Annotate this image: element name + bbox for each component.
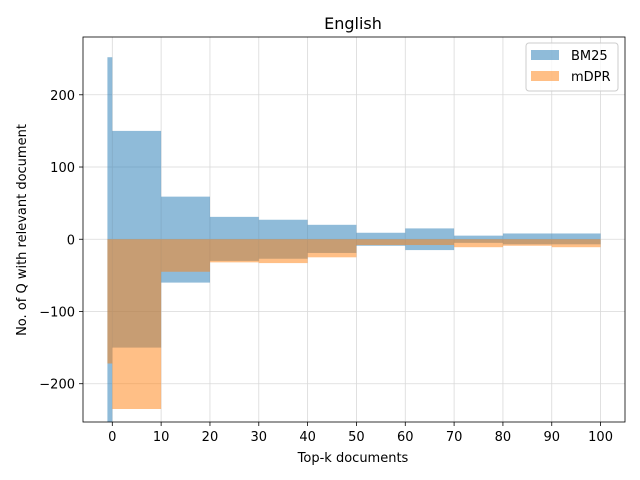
chart-title: English — [324, 14, 382, 33]
x-tick-label: 70 — [446, 430, 463, 445]
bar-bm25 — [454, 235, 503, 240]
x-tick-label: 50 — [348, 430, 365, 445]
y-tick-label: −200 — [39, 378, 75, 393]
bar-mdpr — [258, 239, 308, 264]
axes — [82, 36, 626, 423]
bar-bm25 — [405, 228, 455, 240]
bar-mdpr — [209, 239, 259, 263]
x-tick-label: 0 — [108, 430, 116, 445]
bar-bm25 — [551, 233, 601, 240]
y-tick-label: −100 — [39, 305, 75, 320]
y-tick-label: 0 — [67, 233, 75, 248]
bar-mdpr — [107, 239, 113, 364]
y-tick-label: 200 — [50, 89, 75, 104]
legend-label-mdpr: mDPR — [571, 70, 611, 85]
x-axis-label: Top-k documents — [297, 451, 409, 466]
plot-frame — [82, 36, 626, 423]
x-tick-label: 10 — [153, 430, 170, 445]
bar-bm25 — [502, 233, 552, 240]
bar-mdpr — [356, 239, 406, 246]
bar-mdpr — [454, 239, 503, 248]
bar-mdpr — [112, 239, 162, 409]
bar-bm25 — [307, 224, 357, 240]
x-tick-label: 40 — [299, 430, 316, 445]
bar-bm25 — [107, 57, 113, 240]
bar-mdpr — [307, 239, 357, 258]
legend-swatch-bm25 — [531, 50, 559, 60]
bar-bm25 — [209, 216, 259, 240]
bar-bm25 — [161, 196, 210, 240]
bar-mdpr — [405, 239, 455, 246]
bar-bm25 — [356, 232, 406, 240]
y-axis-label: No. of Q with relevant document — [15, 124, 30, 336]
legend-swatch-mdpr — [531, 71, 559, 81]
x-tick-label: 30 — [251, 430, 268, 445]
x-tick-label: 20 — [202, 430, 219, 445]
bar-mdpr — [551, 239, 601, 248]
bar-mdpr — [502, 239, 552, 246]
x-tick-label: 80 — [495, 430, 512, 445]
bars — [107, 57, 601, 422]
x-tick-label: 90 — [543, 430, 560, 445]
ticks: 0 10 20 30 40 50 60 70 80 90 100 −200 −100 0 100 200 — [39, 89, 613, 445]
bar-bm25 — [112, 130, 162, 240]
legend: BM25 mDPR — [525, 42, 619, 92]
bar-mdpr — [161, 239, 210, 272]
x-tick-label: 100 — [588, 430, 613, 445]
y-tick-label: 100 — [50, 161, 75, 176]
x-tick-label: 60 — [397, 430, 414, 445]
bar-bm25 — [258, 219, 308, 240]
legend-label-bm25: BM25 — [571, 49, 608, 64]
